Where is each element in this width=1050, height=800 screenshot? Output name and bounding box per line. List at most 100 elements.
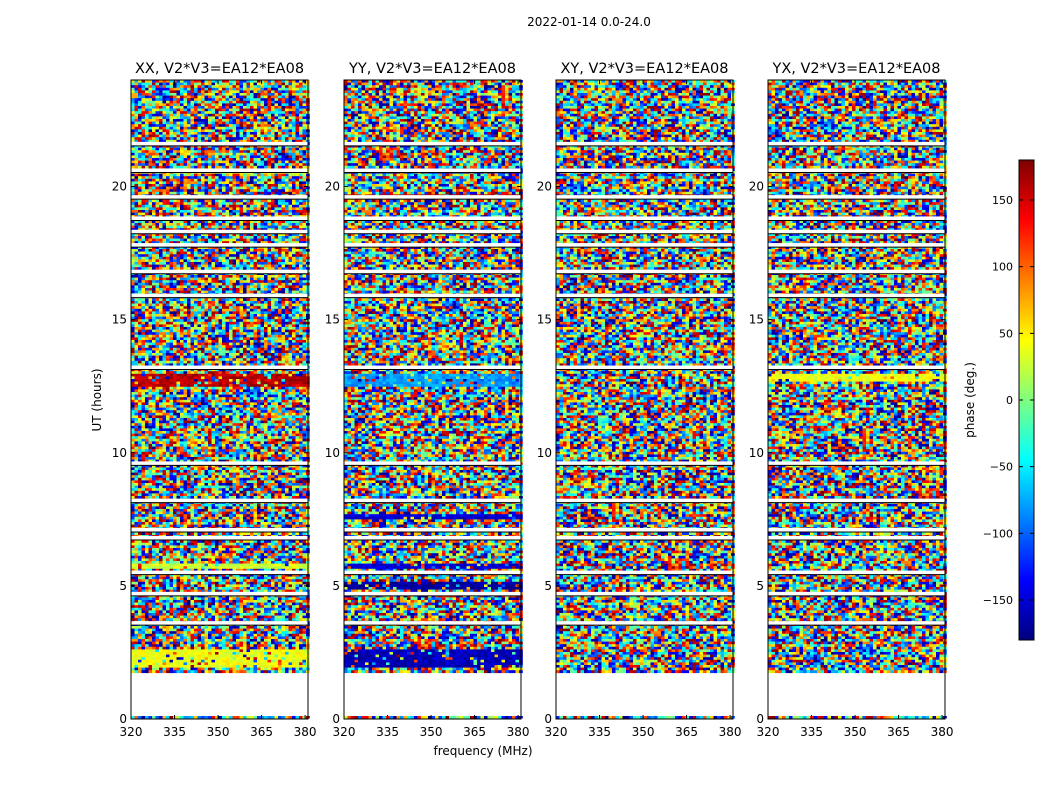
heatmap-cell: [219, 252, 223, 255]
heatmap-cell: [159, 298, 163, 301]
heatmap-cell: [296, 254, 300, 257]
heatmap-cell: [278, 132, 282, 135]
heatmap-cell: [299, 236, 303, 239]
heatmap-cell: [184, 155, 188, 158]
heatmap-cell: [208, 114, 212, 117]
heatmap-cell: [219, 83, 223, 86]
heatmap-cell: [145, 158, 149, 161]
heatmap-cell: [268, 252, 272, 255]
heatmap-cell: [261, 262, 265, 265]
heatmap-cell: [166, 205, 170, 208]
heatmap-cell: [250, 267, 254, 270]
heatmap-cell: [226, 155, 230, 158]
heatmap-cell: [201, 285, 205, 288]
heatmap-cell: [212, 119, 216, 122]
heatmap-cell: [201, 116, 205, 119]
heatmap-cell: [296, 174, 300, 177]
heatmap-cell: [299, 259, 303, 262]
heatmap-cell: [170, 158, 174, 161]
heatmap-cell: [166, 109, 170, 112]
heatmap-cell: [257, 93, 261, 96]
heatmap-cell: [275, 122, 279, 125]
heatmap-cell: [212, 236, 216, 239]
heatmap-cell: [131, 252, 135, 255]
heatmap-cell: [254, 257, 258, 260]
heatmap-cell: [226, 93, 230, 96]
heatmap-cell: [233, 249, 237, 252]
heatmap-cell: [254, 298, 258, 301]
heatmap-cell: [289, 155, 293, 158]
heatmap-cell: [138, 265, 142, 268]
heatmap-cell: [215, 262, 219, 265]
heatmap-cell: [303, 106, 307, 109]
heatmap-cell: [212, 150, 216, 153]
heatmap-cell: [250, 83, 254, 86]
heatmap-cell: [236, 98, 240, 101]
heatmap-cell: [159, 285, 163, 288]
heatmap-cell: [236, 155, 240, 158]
heatmap-cell: [268, 223, 272, 226]
heatmap-cell: [173, 163, 177, 166]
heatmap-cell: [296, 275, 300, 278]
heatmap-cell: [268, 181, 272, 184]
heatmap-cell: [194, 280, 198, 283]
heatmap-cell: [271, 278, 275, 281]
heatmap-cell: [289, 179, 293, 182]
heatmap-cell: [282, 148, 286, 151]
heatmap-cell: [208, 161, 212, 164]
heatmap-cell: [268, 254, 272, 257]
heatmap-cell: [282, 210, 286, 213]
heatmap-cell: [254, 174, 258, 177]
heatmap-cell: [180, 288, 184, 291]
heatmap-cell: [156, 85, 160, 88]
heatmap-cell: [201, 90, 205, 93]
heatmap-cell: [191, 158, 195, 161]
heatmap-cell: [205, 278, 209, 281]
heatmap-cell: [222, 158, 226, 161]
heatmap-cell: [142, 210, 146, 213]
heatmap-cell: [142, 267, 146, 270]
heatmap-cell: [163, 275, 167, 278]
heatmap-cell: [264, 166, 268, 169]
heatmap-cell: [247, 155, 251, 158]
heatmap-cell: [243, 207, 247, 210]
heatmap-cell: [299, 116, 303, 119]
heatmap-cell: [135, 257, 139, 260]
heatmap-cell: [135, 122, 139, 125]
heatmap-cell: [236, 103, 240, 106]
heatmap-cell: [163, 103, 167, 106]
heatmap-cell: [275, 163, 279, 166]
heatmap-cell: [135, 85, 139, 88]
heatmap-cell: [289, 254, 293, 257]
heatmap-cell: [264, 103, 268, 106]
heatmap-cell: [215, 135, 219, 138]
heatmap-cell: [250, 259, 254, 262]
heatmap-cell: [257, 205, 261, 208]
heatmap-cell: [264, 179, 268, 182]
heatmap-cell: [208, 181, 212, 184]
heatmap-cell: [285, 226, 289, 229]
heatmap-cell: [240, 109, 244, 112]
heatmap-cell: [299, 137, 303, 140]
heatmap-cell: [275, 184, 279, 187]
heatmap-cell: [198, 150, 202, 153]
heatmap-cell: [278, 259, 282, 262]
heatmap-cell: [198, 93, 202, 96]
heatmap-cell: [243, 275, 247, 278]
heatmap-cell: [296, 124, 300, 127]
heatmap-cell: [261, 150, 265, 153]
heatmap-cell: [142, 265, 146, 268]
heatmap-cell: [135, 98, 139, 101]
heatmap-cell: [268, 239, 272, 242]
heatmap-panels: XX, V2*V3=EA12*EA08320 335 350 365 380051015…: [112, 61, 954, 739]
heatmap-cell: [138, 301, 142, 304]
heatmap-cell: [296, 93, 300, 96]
heatmap-cell: [149, 158, 153, 161]
heatmap-cell: [233, 90, 237, 93]
heatmap-cell: [236, 187, 240, 190]
heatmap-cell: [282, 254, 286, 257]
heatmap-cell: [205, 176, 209, 179]
heatmap-cell: [142, 278, 146, 281]
heatmap-cell: [208, 103, 212, 106]
heatmap-cell: [152, 101, 156, 104]
